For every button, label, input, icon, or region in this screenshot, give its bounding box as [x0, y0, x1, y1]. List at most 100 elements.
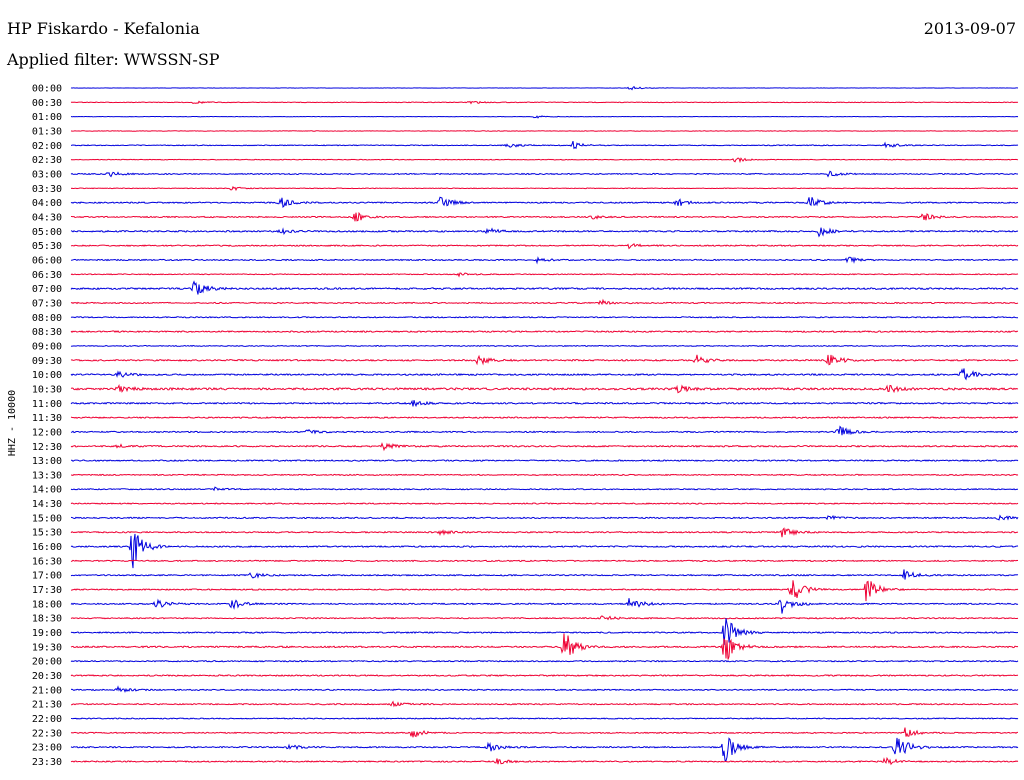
trace-line — [70, 486, 1019, 492]
station-title: HP Fiskardo - Kefalonia — [7, 19, 200, 38]
time-label: 10:30 — [32, 384, 62, 395]
time-label: 19:00 — [32, 628, 62, 639]
trace-line — [70, 633, 1019, 660]
trace-line — [70, 100, 1019, 105]
time-label: 00:30 — [32, 98, 62, 109]
trace-line — [70, 280, 1019, 295]
trace-line — [70, 598, 1019, 614]
time-label: 20:00 — [32, 657, 62, 668]
trace-line — [70, 416, 1019, 419]
channel-label: HHZ - 10000 — [7, 390, 18, 456]
trace-line — [70, 384, 1019, 394]
time-label: 19:30 — [32, 642, 62, 653]
trace-line — [70, 256, 1019, 265]
time-label: 04:00 — [32, 198, 62, 209]
time-label: 11:30 — [32, 413, 62, 424]
trace-line — [70, 533, 1019, 569]
time-label: 23:30 — [32, 757, 62, 768]
time-label: 14:30 — [32, 499, 62, 510]
trace-line — [70, 85, 1019, 91]
time-label: 01:00 — [32, 112, 62, 123]
time-label: 05:00 — [32, 227, 62, 238]
time-label: 06:00 — [32, 255, 62, 266]
trace-line — [70, 368, 1019, 381]
time-label: 07:30 — [32, 298, 62, 309]
trace-line — [70, 330, 1019, 334]
trace-line — [70, 115, 1019, 119]
time-label: 08:30 — [32, 327, 62, 338]
time-label: 21:00 — [32, 685, 62, 696]
trace-line — [70, 502, 1019, 505]
trace-line — [70, 618, 1019, 645]
trace-line — [70, 227, 1019, 238]
trace-line — [70, 674, 1019, 677]
trace-line — [70, 354, 1019, 366]
trace-line — [70, 130, 1019, 132]
trace-line — [70, 527, 1019, 538]
trace-line — [70, 700, 1019, 708]
trace-line — [70, 157, 1019, 164]
time-label: 22:30 — [32, 728, 62, 739]
time-label: 08:00 — [32, 313, 62, 324]
trace-line — [70, 727, 1019, 738]
trace-line — [70, 442, 1019, 452]
time-label: 04:30 — [32, 212, 62, 223]
time-label: 18:00 — [32, 599, 62, 610]
time-label: 01:30 — [32, 126, 62, 137]
time-label: 02:30 — [32, 155, 62, 166]
time-label: 09:00 — [32, 341, 62, 352]
plot-date: 2013-09-07 — [923, 19, 1016, 38]
time-label: 17:00 — [32, 571, 62, 582]
trace-line — [70, 344, 1019, 348]
trace-line — [71, 580, 1019, 602]
time-label: 06:30 — [32, 270, 62, 281]
time-label: 10:00 — [32, 370, 62, 381]
trace-line — [70, 514, 1019, 521]
time-label: 20:30 — [32, 671, 62, 682]
filter-label: Applied filter: WWSSN-SP — [7, 50, 220, 69]
trace-line — [70, 559, 1019, 563]
time-label: 22:00 — [32, 714, 62, 725]
time-label: 03:00 — [32, 169, 62, 180]
time-label: 07:00 — [32, 284, 62, 295]
trace-line — [70, 425, 1019, 436]
trace-line — [70, 140, 1019, 150]
time-label: 16:00 — [32, 542, 62, 553]
trace-line — [70, 316, 1019, 319]
time-label: 03:30 — [32, 184, 62, 195]
trace-line — [70, 298, 1019, 306]
trace-line — [70, 473, 1019, 477]
trace-line — [70, 196, 1019, 208]
trace-line — [70, 685, 1019, 693]
time-label: 15:00 — [32, 513, 62, 524]
trace-line — [70, 569, 1019, 580]
time-label: 12:00 — [32, 427, 62, 438]
trace-line — [70, 659, 1019, 663]
time-label: 15:30 — [32, 528, 62, 539]
trace-rows: 00:00 00:30 01:00 01:30 02:00 02:30 03:00 03:30… — [32, 84, 1019, 768]
time-label: 21:30 — [32, 700, 62, 711]
time-label: 16:30 — [32, 556, 62, 567]
time-label: 02:00 — [32, 141, 62, 152]
time-label: 09:30 — [32, 356, 62, 367]
trace-line — [70, 756, 1019, 766]
trace-line — [70, 459, 1019, 462]
time-label: 05:30 — [32, 241, 62, 252]
trace-line — [70, 615, 1019, 621]
time-label: 14:00 — [32, 485, 62, 496]
trace-line — [70, 717, 1019, 720]
time-label: 11:00 — [32, 399, 62, 410]
trace-line — [70, 211, 1019, 222]
trace-line — [70, 737, 1019, 762]
time-label: 13:00 — [32, 456, 62, 467]
trace-line — [70, 185, 1019, 192]
time-label: 17:30 — [32, 585, 62, 596]
time-label: 00:00 — [32, 84, 62, 95]
time-label: 12:30 — [32, 442, 62, 453]
trace-line — [70, 399, 1019, 408]
trace-line — [70, 170, 1019, 178]
trace-line — [70, 243, 1019, 250]
time-label: 23:00 — [32, 743, 62, 754]
trace-line — [70, 272, 1019, 278]
